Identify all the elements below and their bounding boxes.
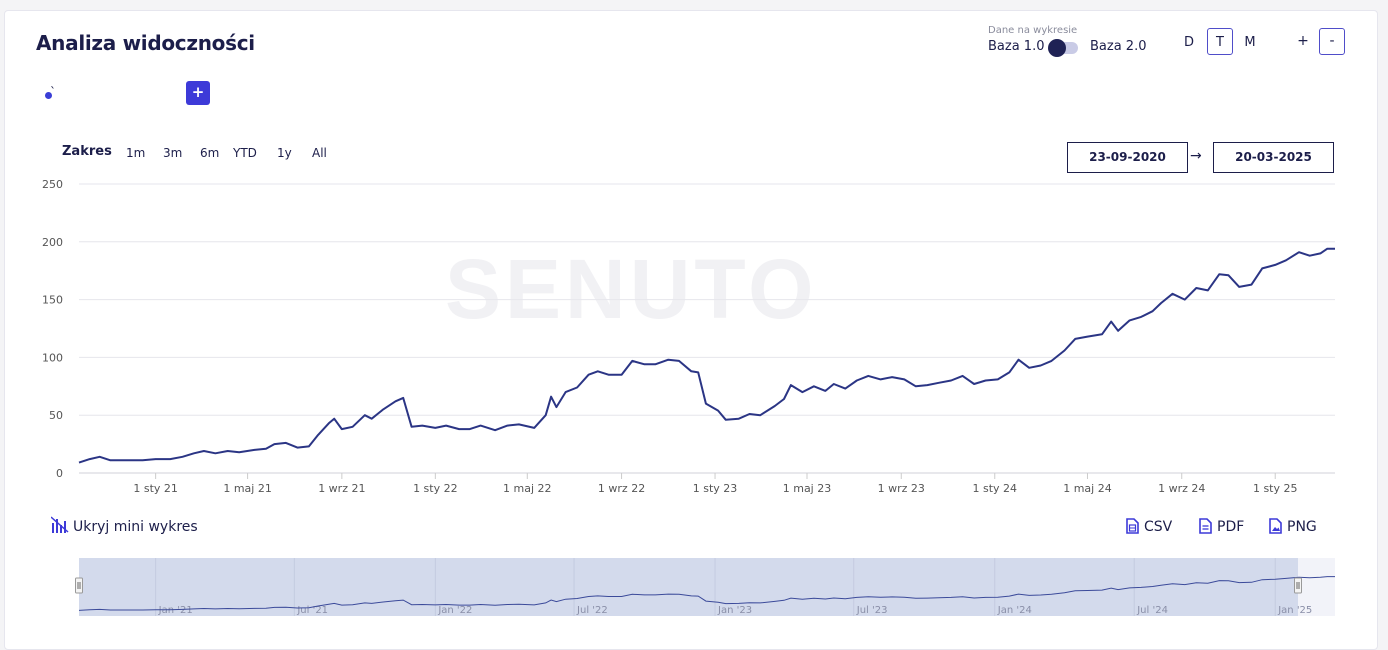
- navigator-tick-label: Jan '21: [158, 605, 193, 616]
- mini-chart-navigator: Jan '21 Jul '21 Jan '22 Jul '22 Jan '23 Jul '…: [75, 558, 1335, 616]
- export-csv-label: CSV: [1144, 519, 1173, 535]
- range-3m-button[interactable]: 3m: [163, 146, 183, 160]
- database-toggle-knob[interactable]: [1048, 39, 1066, 57]
- navigator-selection: [79, 558, 1298, 616]
- zoom-out-button[interactable]: -: [1319, 28, 1345, 55]
- navigator-tick-label: Jul '21: [296, 605, 328, 616]
- period-month-button[interactable]: M: [1244, 35, 1256, 50]
- x-tick-label: 1 wrz 24: [1158, 482, 1205, 495]
- export-png-button[interactable]: PNG: [1269, 518, 1317, 535]
- hide-mini-chart-label: Ukryj mini wykres: [73, 519, 198, 535]
- navigator-tick-label: Jul '22: [576, 605, 608, 616]
- y-tick-label: 0: [56, 467, 63, 480]
- visibility-chart: 0 50 100 150 200 250 1 sty 21 1 maj 21 1 wrz 21…: [42, 178, 1335, 616]
- senuto-watermark: SENUTO: [445, 242, 818, 336]
- range-all-button[interactable]: All: [312, 146, 327, 160]
- x-tick-label: 1 sty 24: [972, 482, 1017, 495]
- navigator-tick-label: Jul '23: [856, 605, 888, 616]
- x-tick-label: 1 wrz 22: [598, 482, 645, 495]
- x-tick-label: 1 maj 23: [783, 482, 832, 495]
- y-tick-label: 50: [49, 409, 63, 422]
- add-series-button[interactable]: +: [186, 81, 210, 105]
- navigator-tick-label: Jan '22: [437, 605, 472, 616]
- toggle-right-label: Baza 2.0: [1090, 39, 1147, 54]
- range-6m-button[interactable]: 6m: [200, 146, 220, 160]
- period-week-button[interactable]: T: [1207, 28, 1233, 55]
- x-axis: 1 sty 21 1 maj 21 1 wrz 21 1 sty 22 1 maj 22…: [133, 473, 1298, 495]
- csv-file-icon: [1126, 518, 1139, 534]
- navigator-series-line: [78, 576, 1335, 611]
- toggle-left-label: Baza 1.0: [988, 39, 1045, 54]
- period-day-button[interactable]: D: [1183, 35, 1194, 50]
- date-from-input[interactable]: 23-09-2020: [1067, 142, 1188, 173]
- main-series: [78, 247, 1335, 464]
- series-line: [78, 247, 1335, 464]
- y-tick-label: 150: [42, 294, 63, 307]
- navigator-tick-label: Jan '25: [1277, 605, 1312, 616]
- y-axis-labels: 0 50 100 150 200 250: [42, 178, 63, 480]
- x-tick-label: 1 maj 22: [503, 482, 552, 495]
- x-tick-label: 1 wrz 21: [318, 482, 365, 495]
- navigator-left-handle[interactable]: [75, 577, 83, 594]
- range-label: Zakres: [62, 144, 112, 159]
- x-tick-label: 1 maj 24: [1063, 482, 1112, 495]
- range-1m-button[interactable]: 1m: [126, 146, 146, 160]
- range-1y-button[interactable]: 1y: [277, 146, 292, 160]
- series-color-dot: [45, 92, 52, 99]
- range-ytd-button[interactable]: YTD: [233, 146, 257, 160]
- chart-bars-icon: [51, 516, 69, 533]
- toggle-caption: Dane na wykresie: [988, 25, 1078, 36]
- navigator-tick-label: Jan '23: [717, 605, 752, 616]
- chart-grid: [79, 183, 1335, 474]
- x-tick-label: 1 sty 22: [413, 482, 458, 495]
- png-file-icon: [1269, 518, 1282, 534]
- y-tick-label: 100: [42, 351, 63, 364]
- page-title: Analiza widoczności: [36, 31, 255, 55]
- zoom-in-button[interactable]: +: [1297, 33, 1309, 49]
- date-range-arrow: →: [1190, 148, 1202, 164]
- pdf-file-icon: [1199, 518, 1212, 534]
- visibility-card: Analiza widoczności Dane na wykresie Baz…: [4, 10, 1378, 650]
- y-tick-label: 200: [42, 236, 63, 249]
- export-pdf-label: PDF: [1217, 519, 1245, 535]
- navigator-right-handle[interactable]: [1294, 577, 1302, 594]
- navigator-tick-label: Jan '24: [997, 605, 1032, 616]
- x-tick-label: 1 wrz 23: [878, 482, 925, 495]
- x-tick-label: 1 sty 21: [133, 482, 178, 495]
- x-tick-label: 1 sty 25: [1253, 482, 1298, 495]
- y-tick-label: 250: [42, 178, 63, 191]
- x-tick-label: 1 sty 23: [693, 482, 738, 495]
- hide-mini-chart-button[interactable]: Ukryj mini wykres: [51, 516, 198, 535]
- navigator-tick-label: Jul '24: [1136, 605, 1168, 616]
- x-tick-label: 1 maj 21: [223, 482, 272, 495]
- database-toggle-group: Dane na wykresie Baza 1.0 Baza 2.0: [988, 25, 1163, 65]
- export-png-label: PNG: [1287, 519, 1317, 535]
- date-to-input[interactable]: 20-03-2025: [1213, 142, 1334, 173]
- export-pdf-button[interactable]: PDF: [1199, 518, 1244, 535]
- export-csv-button[interactable]: CSV: [1126, 518, 1172, 535]
